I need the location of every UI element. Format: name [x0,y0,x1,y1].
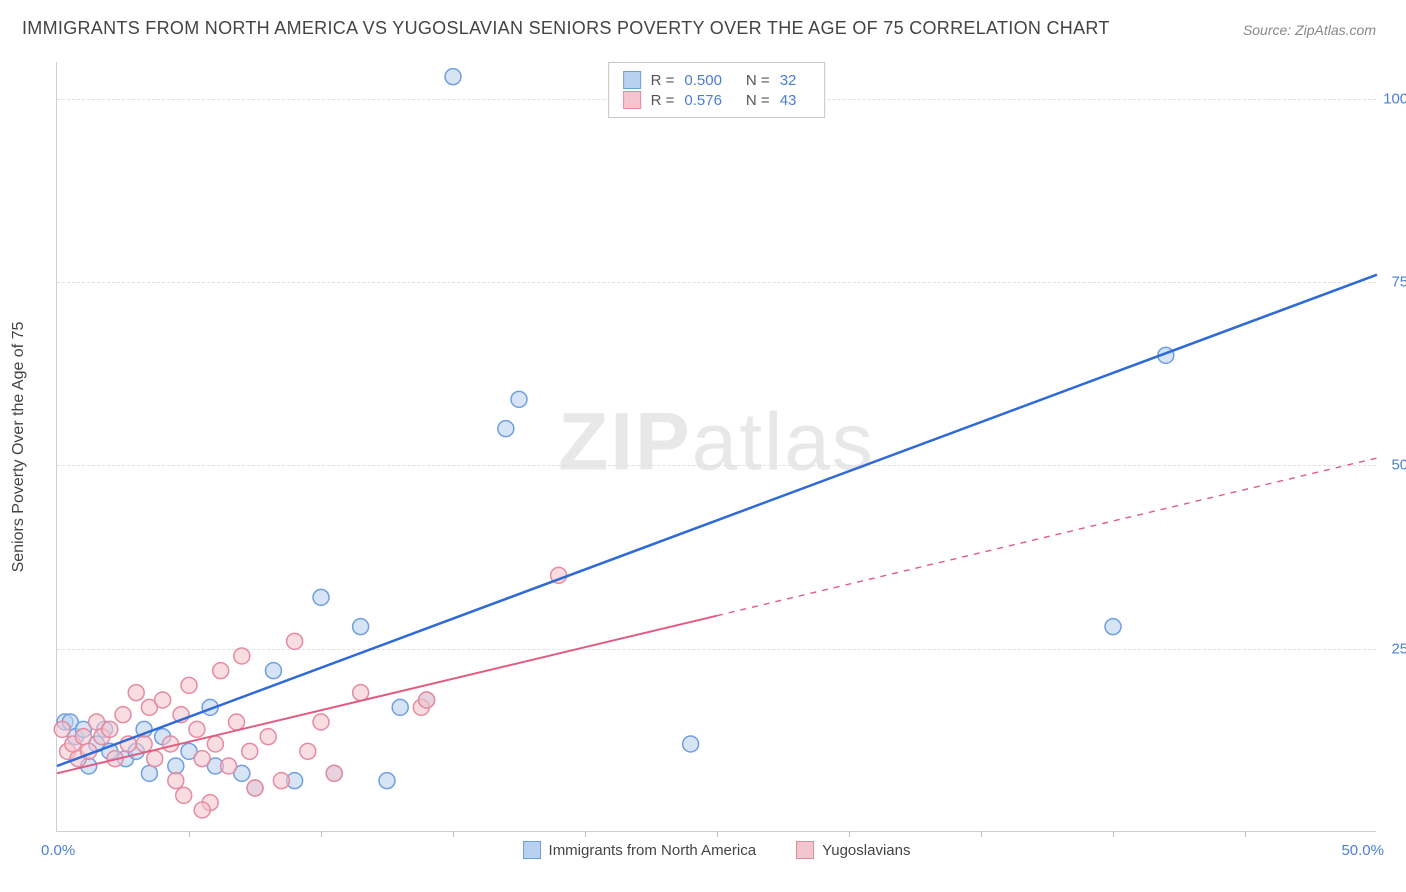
data-point [247,780,263,796]
data-point [313,714,329,730]
legend-name-1: Yugoslavians [822,842,910,859]
data-point [379,773,395,789]
data-point [115,707,131,723]
y-tick-label: 75.0% [1391,274,1406,291]
data-point [136,736,152,752]
legend-row-series-0: R = 0.500 N = 32 [623,71,811,89]
data-point [392,699,408,715]
data-point [54,721,70,737]
x-tick-mark [189,831,190,837]
trend-line [57,275,1377,766]
legend-row-series-1: R = 0.576 N = 43 [623,91,811,109]
scatter-svg [57,62,1376,831]
x-tick-mark [981,831,982,837]
data-point [242,743,258,759]
x-tick-mark [585,831,586,837]
x-tick-mark [1245,831,1246,837]
y-axis-label: Seniors Poverty Over the Age of 75 [10,321,28,572]
data-point [326,765,342,781]
legend-n-value-1: 43 [780,92,797,109]
legend-item-series-1: Yugoslavians [796,841,910,859]
x-tick-mark [453,831,454,837]
plot-area: Seniors Poverty Over the Age of 75 ZIPat… [56,62,1376,832]
legend-correlation: R = 0.500 N = 32 R = 0.576 N = 43 [608,62,826,118]
data-point [287,633,303,649]
chart-title: IMMIGRANTS FROM NORTH AMERICA VS YUGOSLA… [22,18,1110,39]
legend-swatch-series-1 [623,91,641,109]
legend-r-label: R = [651,72,675,89]
data-point [207,736,223,752]
data-point [498,421,514,437]
data-point [102,721,118,737]
data-point [181,677,197,693]
x-tick-min: 0.0% [41,842,75,859]
data-point [155,692,171,708]
legend-series-names: Immigrants from North America Yugoslavia… [523,841,911,859]
legend-item-series-0: Immigrants from North America [523,841,757,859]
legend-n-label: N = [746,72,770,89]
x-tick-mark [849,831,850,837]
y-tick-label: 50.0% [1391,457,1406,474]
x-tick-mark [1113,831,1114,837]
x-tick-mark [717,831,718,837]
legend-n-value-0: 32 [780,72,797,89]
data-point [75,729,91,745]
legend-swatch-icon [796,841,814,859]
data-point [147,751,163,767]
data-point [511,391,527,407]
x-tick-mark [321,831,322,837]
data-point [128,685,144,701]
data-point [353,619,369,635]
data-point [221,758,237,774]
data-point [176,787,192,803]
data-point [229,714,245,730]
data-point [273,773,289,789]
legend-r-value-1: 0.576 [684,92,722,109]
data-point [234,648,250,664]
data-point [189,721,205,737]
x-tick-max: 50.0% [1341,842,1384,859]
source-attribution: Source: ZipAtlas.com [1243,22,1376,38]
data-point [260,729,276,745]
data-point [1105,619,1121,635]
y-tick-label: 25.0% [1391,640,1406,657]
data-point [300,743,316,759]
data-point [213,663,229,679]
data-point [683,736,699,752]
legend-r-label: R = [651,92,675,109]
data-point [141,765,157,781]
legend-swatch-series-0 [623,71,641,89]
trend-line-extrapolated [717,458,1377,616]
data-point [168,773,184,789]
data-point [313,589,329,605]
data-point [353,685,369,701]
data-point [194,802,210,818]
data-point [168,758,184,774]
y-tick-label: 100.0% [1383,90,1406,107]
data-point [419,692,435,708]
data-point [194,751,210,767]
data-point [265,663,281,679]
legend-n-label: N = [746,92,770,109]
legend-name-0: Immigrants from North America [549,842,757,859]
legend-swatch-icon [523,841,541,859]
legend-r-value-0: 0.500 [684,72,722,89]
data-point [445,69,461,85]
